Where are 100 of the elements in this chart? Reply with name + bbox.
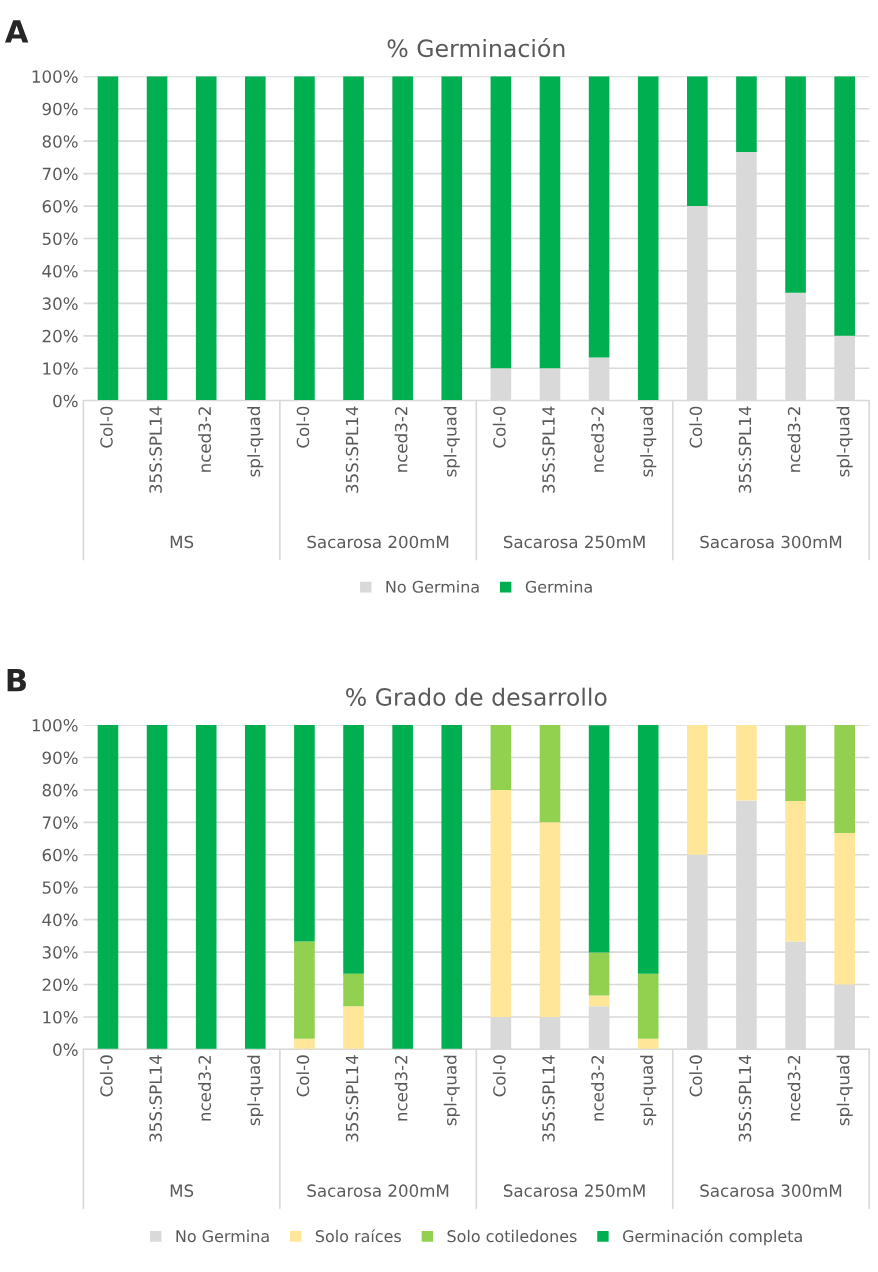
bar <box>97 76 119 401</box>
x-tick-label: spl-quad <box>443 407 460 477</box>
bar <box>294 941 315 1039</box>
bar <box>588 76 610 358</box>
x-tick-label: spl-quad <box>836 407 853 477</box>
bar <box>834 833 855 985</box>
legend-label: No Germina <box>176 1229 269 1243</box>
chart-title: % Grado de desarrollo <box>346 687 607 706</box>
x-tick-label: Col-0 <box>99 1055 113 1097</box>
text: Sacarosa 200mM <box>307 1184 449 1197</box>
x-tick-label: Col-0 <box>296 406 310 448</box>
bar <box>588 725 610 953</box>
legend-label: Germina <box>525 580 592 593</box>
bar <box>146 76 168 401</box>
x-tick-label: nced3-2 <box>787 407 801 472</box>
bar <box>343 973 364 1007</box>
x-tick-label: 35S:SPL14 <box>149 406 162 493</box>
text: B <box>7 669 26 692</box>
bar <box>343 725 364 974</box>
y-tick-label: 40% <box>42 264 78 278</box>
x-tick-label: Col-0 <box>99 406 113 448</box>
bar <box>97 725 119 1050</box>
bar <box>785 76 806 293</box>
bar <box>539 822 561 1017</box>
legend-label: No Germina <box>386 580 479 593</box>
x-tick-label: 35S:SPL14 <box>738 406 752 493</box>
bar <box>637 1038 659 1050</box>
y-tick-label: 100% <box>32 719 78 732</box>
x-tick-label: spl-quad <box>836 1055 853 1126</box>
y-tick-label: 20% <box>42 978 78 992</box>
x-tick-label: Col-0 <box>689 1055 703 1097</box>
x-tick-label: spl-quad <box>640 407 657 477</box>
bar <box>244 725 266 1050</box>
x-tick-label: Col-0 <box>296 1055 310 1097</box>
y-tick-label: 50% <box>42 232 78 246</box>
bar <box>785 725 806 801</box>
bar <box>736 725 757 801</box>
bar <box>294 1038 315 1050</box>
legend-label: Solo cotiledones <box>447 1229 577 1243</box>
x-tick-label: 35S:SPL14 <box>149 1055 162 1142</box>
x-tick-label: spl-quad <box>247 407 264 477</box>
bar <box>588 995 610 1007</box>
x-tick-label: spl-quad <box>640 1055 657 1126</box>
y-tick-label: 80% <box>42 135 78 148</box>
bar <box>637 76 659 401</box>
bar <box>441 725 463 1050</box>
text: Sacarosa 300mM <box>700 1184 842 1197</box>
bar <box>294 76 315 401</box>
y-tick-label: 20% <box>42 329 78 343</box>
y-tick-label: 60% <box>42 848 78 862</box>
x-tick-label: 35S:SPL14 <box>345 406 359 493</box>
x-tick-label: Col-0 <box>689 406 703 448</box>
bar <box>736 76 757 152</box>
bar <box>343 76 364 401</box>
bar <box>294 725 315 942</box>
x-tick-label: 35S:SPL14 <box>345 1055 359 1142</box>
bar <box>392 76 413 401</box>
y-tick-label: 40% <box>42 913 78 927</box>
bar <box>834 725 855 834</box>
y-tick-label: 90% <box>42 102 78 116</box>
bar <box>490 789 512 1017</box>
x-tick-label: spl-quad <box>247 1055 264 1126</box>
y-tick-label: 0% <box>53 394 78 408</box>
y-tick-label: 60% <box>42 200 78 213</box>
bar <box>244 76 266 401</box>
bar <box>834 76 855 336</box>
bar <box>637 973 659 1039</box>
x-tick-label: nced3-2 <box>198 1055 212 1121</box>
x-tick-label: 35S:SPL14 <box>542 1055 555 1142</box>
x-tick-label: nced3-2 <box>787 1055 801 1121</box>
x-tick-label: nced3-2 <box>394 1055 408 1121</box>
y-tick-label: 80% <box>42 783 78 797</box>
bar <box>490 725 512 790</box>
x-tick-label: 35S:SPL14 <box>738 1055 752 1142</box>
bar <box>195 76 217 401</box>
y-tick-label: 10% <box>43 1010 78 1024</box>
bar <box>539 76 561 369</box>
bar <box>588 952 610 996</box>
x-tick-label: nced3-2 <box>591 407 604 472</box>
text: Sacarosa 250mM <box>503 1184 645 1197</box>
x-tick-label: 35S:SPL14 <box>542 406 555 493</box>
x-tick-label: Col-0 <box>492 406 506 448</box>
x-tick-label: nced3-2 <box>394 407 408 472</box>
bar <box>687 725 708 855</box>
bar <box>785 800 806 942</box>
legend-label: Solo raíces <box>315 1229 401 1243</box>
y-tick-label: 90% <box>42 751 78 765</box>
bar <box>490 76 512 369</box>
bar <box>687 76 708 207</box>
y-tick-label: 10% <box>43 362 78 375</box>
x-tick-label: nced3-2 <box>198 407 212 472</box>
y-tick-label: 100% <box>32 70 78 83</box>
bar <box>146 725 168 1050</box>
bar <box>195 725 217 1050</box>
y-tick-label: 50% <box>42 881 78 894</box>
x-tick-label: spl-quad <box>443 1055 460 1126</box>
text: MS <box>170 1184 194 1197</box>
y-tick-label: 30% <box>42 297 78 310</box>
text: Sacarosa 200mM <box>307 535 449 549</box>
chart-title: % Germinación <box>387 37 565 58</box>
